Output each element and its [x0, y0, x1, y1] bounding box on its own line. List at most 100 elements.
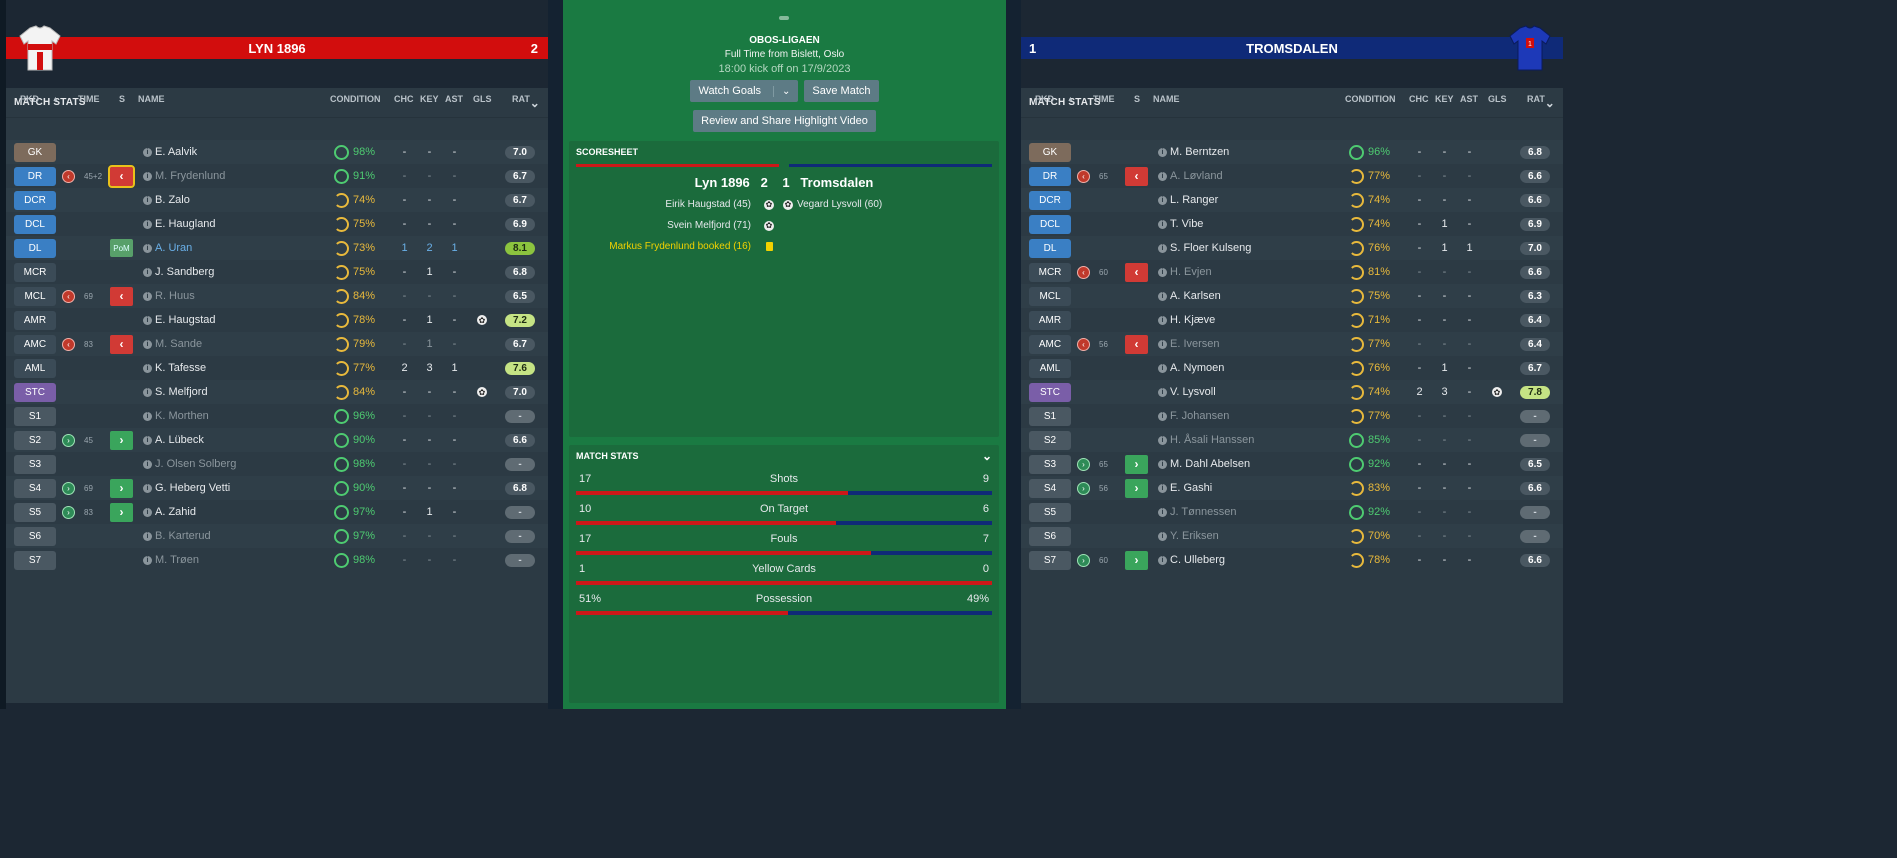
player-row[interactable]: AMC ‹ 83 ‹ i M. Sande 79% - 1 - 6.7 [6, 332, 548, 356]
player-row[interactable]: DCR i L. Ranger 74% - - - 6.6 [1021, 188, 1563, 212]
player-row[interactable]: AMR i H. Kjæve 71% - - - 6.4 [1021, 308, 1563, 332]
info-icon[interactable]: i [1158, 507, 1167, 517]
away-col-name[interactable]: NAME [1153, 94, 1180, 104]
home-col-key[interactable]: KEY [420, 94, 439, 104]
player-name[interactable]: F. Johansen [1170, 410, 1230, 422]
sub-off-button[interactable]: ‹ [1125, 166, 1148, 186]
player-name[interactable]: M. Sande [155, 338, 203, 350]
away-col-s[interactable]: S [1134, 94, 1141, 104]
away-shirt-icon[interactable]: 1 [1508, 24, 1552, 72]
home-col-chc[interactable]: CHC [394, 94, 414, 104]
away-col-condition[interactable]: CONDITION [1345, 94, 1396, 104]
info-icon[interactable]: i [143, 171, 152, 181]
player-name[interactable]: J. Olsen Solberg [155, 458, 237, 470]
player-name[interactable]: A. Løvland [1170, 170, 1223, 182]
info-icon[interactable]: i [143, 147, 152, 157]
event-home[interactable]: Svein Melfjord (71) [667, 220, 751, 231]
player-row[interactable]: S7 i M. Trøen 98% - - - - [6, 548, 548, 572]
player-row[interactable]: STC i V. Lysvoll 74% 2 3 - ✿ 7.8 [1021, 380, 1563, 404]
player-row[interactable]: DL i S. Floer Kulseng 76% - 1 1 7.0 [1021, 236, 1563, 260]
player-row[interactable]: S6 i Y. Eriksen 70% - - - - [1021, 524, 1563, 548]
chevron-down-icon[interactable]: ⌄ [773, 85, 790, 97]
info-icon[interactable]: i [143, 363, 152, 373]
player-name[interactable]: C. Ulleberg [1170, 554, 1226, 566]
sub-on-button[interactable]: › [1125, 478, 1148, 498]
info-icon[interactable]: i [1158, 435, 1167, 445]
player-name[interactable]: M. Berntzen [1170, 146, 1230, 158]
info-icon[interactable]: i [1158, 411, 1167, 421]
player-name[interactable]: A. Karlsen [1170, 290, 1221, 302]
sub-on-button[interactable]: › [1125, 454, 1148, 474]
info-icon[interactable]: i [1158, 147, 1167, 157]
home-col-condition[interactable]: CONDITION [330, 94, 381, 104]
player-row[interactable]: S4 › 56 › i E. Gashi 83% - - - 6.6 [1021, 476, 1563, 500]
player-row[interactable]: S3 i J. Olsen Solberg 98% - - - - [6, 452, 548, 476]
watch-goals-button[interactable]: Watch Goals ⌄ [690, 80, 799, 102]
player-row[interactable]: MCL ‹ 69 ‹ i R. Huus 84% - - - 6.5 [6, 284, 548, 308]
info-icon[interactable]: i [1158, 195, 1167, 205]
player-name[interactable]: A. Nymoen [1170, 362, 1225, 374]
info-icon[interactable]: i [143, 291, 152, 301]
chevron-down-icon[interactable]: ⌄ [981, 449, 992, 463]
sub-on-button[interactable]: › [110, 502, 133, 522]
event-booking[interactable]: Markus Frydenlund booked (16) [609, 241, 751, 252]
player-row[interactable]: MCR ‹ 60 ‹ i H. Evjen 81% - - - 6.6 [1021, 260, 1563, 284]
away-col-gls[interactable]: GLS [1488, 94, 1507, 104]
home-col-name[interactable]: NAME [138, 94, 165, 104]
home-col-s[interactable]: S [119, 94, 126, 104]
player-name[interactable]: S. Melfjord [155, 386, 208, 398]
sub-off-button[interactable]: ‹ [110, 286, 133, 306]
player-row[interactable]: S4 › 69 › i G. Heberg Vetti 90% - - - 6.8 [6, 476, 548, 500]
info-icon[interactable]: i [1158, 315, 1167, 325]
sub-on-button[interactable]: › [110, 430, 133, 450]
info-icon[interactable]: i [1158, 459, 1167, 469]
player-row[interactable]: AMC ‹ 56 ‹ i E. Iversen 77% - - - 6.4 [1021, 332, 1563, 356]
player-row[interactable]: S1 i F. Johansen 77% - - - - [1021, 404, 1563, 428]
player-row[interactable]: AML i K. Tafesse 77% 2 3 1 7.6 [6, 356, 548, 380]
info-icon[interactable]: i [143, 507, 152, 517]
player-row[interactable]: GK i E. Aalvik 98% - - - 7.0 [6, 140, 548, 164]
info-icon[interactable]: i [1158, 339, 1167, 349]
away-col-pkd[interactable]: PKD [1035, 94, 1055, 104]
player-name[interactable]: T. Vibe [1170, 218, 1204, 230]
home-col-ast[interactable]: AST [445, 94, 463, 104]
player-row[interactable]: MCR i J. Sandberg 75% - 1 - 6.8 [6, 260, 548, 284]
player-name[interactable]: Y. Eriksen [1170, 530, 1219, 542]
player-row[interactable]: DCR i B. Zalo 74% - - - 6.7 [6, 188, 548, 212]
info-icon[interactable]: i [1158, 363, 1167, 373]
info-icon[interactable]: i [1158, 291, 1167, 301]
player-name[interactable]: E. Iversen [1170, 338, 1220, 350]
away-col-chc[interactable]: CHC [1409, 94, 1429, 104]
sub-off-button[interactable]: ‹ [1125, 262, 1148, 282]
player-name[interactable]: B. Zalo [155, 194, 190, 206]
sub-off-button[interactable]: ‹ [1125, 334, 1148, 354]
player-row[interactable]: GK i M. Berntzen 96% - - - 6.8 [1021, 140, 1563, 164]
player-row[interactable]: S7 › 60 › i C. Ulleberg 78% - - - 6.6 [1021, 548, 1563, 572]
home-col-pkd[interactable]: PKD [20, 94, 40, 104]
info-icon[interactable]: i [143, 483, 152, 493]
info-icon[interactable]: i [143, 219, 152, 229]
sub-on-button[interactable]: › [110, 478, 133, 498]
info-icon[interactable]: i [1158, 387, 1167, 397]
player-row[interactable]: S1 i K. Morthen 96% - - - - [6, 404, 548, 428]
player-name[interactable]: M. Trøen [155, 554, 200, 566]
home-col-rat[interactable]: RAT [512, 94, 530, 104]
player-name[interactable]: E. Haugstad [155, 314, 216, 326]
save-match-button[interactable]: Save Match [804, 80, 879, 102]
player-name[interactable]: K. Morthen [155, 410, 209, 422]
event-away[interactable]: Vegard Lysvoll (60) [797, 199, 883, 210]
player-row[interactable]: DR ‹ 65 ‹ i A. Løvland 77% - - - 6.6 [1021, 164, 1563, 188]
away-col-rat[interactable]: RAT [1527, 94, 1545, 104]
info-icon[interactable]: i [143, 195, 152, 205]
sub-on-button[interactable]: › [1125, 550, 1148, 570]
player-row[interactable]: MCL i A. Karlsen 75% - - - 6.3 [1021, 284, 1563, 308]
away-col-ast[interactable]: AST [1460, 94, 1478, 104]
info-icon[interactable]: i [143, 435, 152, 445]
info-icon[interactable]: i [1158, 219, 1167, 229]
sub-off-button[interactable]: ‹ [108, 164, 135, 188]
away-col-time[interactable]: TIME [1093, 94, 1115, 104]
info-icon[interactable]: i [143, 411, 152, 421]
info-icon[interactable]: i [143, 315, 152, 325]
player-row[interactable]: S2 › 45 › i A. Lübeck 90% - - - 6.6 [6, 428, 548, 452]
player-row[interactable]: S2 i H. Åsali Hanssen 85% - - - - [1021, 428, 1563, 452]
